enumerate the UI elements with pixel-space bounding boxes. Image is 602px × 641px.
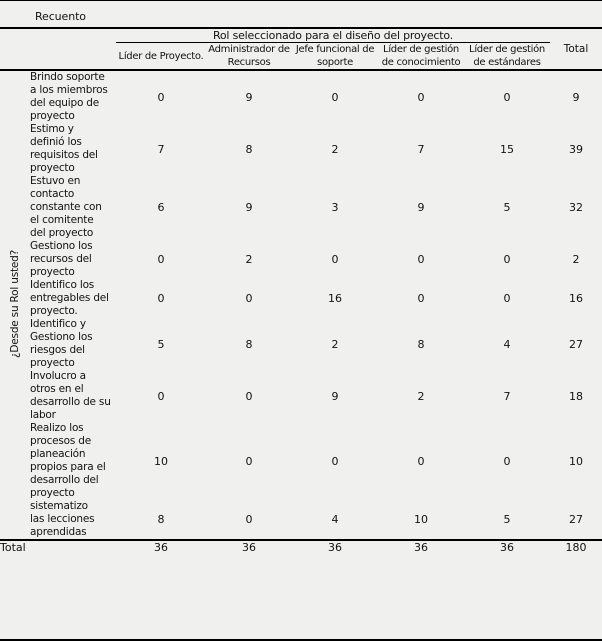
row-total: 27 bbox=[569, 513, 583, 526]
column-header: Administrador de Recursos bbox=[206, 42, 292, 71]
row-label: Estimo y definió los requisitos del proy… bbox=[30, 123, 98, 174]
cell-value: 7 bbox=[417, 142, 425, 156]
cell-value: 4 bbox=[331, 513, 339, 526]
cell-value: 3 bbox=[331, 201, 339, 214]
total-cell-value: 36 bbox=[292, 539, 378, 554]
cell-value: 0 bbox=[245, 513, 253, 526]
column-header: Líder de Proyecto. bbox=[116, 42, 206, 71]
cell-value: 8 bbox=[157, 513, 165, 526]
cell-value: 0 bbox=[245, 454, 253, 468]
total-row-label: Total bbox=[0, 539, 116, 554]
row-group-header: ¿Desde su Rol usted? bbox=[0, 70, 30, 540]
table-row: Realizo los procesos de planeación propi… bbox=[0, 422, 602, 500]
row-total: 10 bbox=[569, 454, 583, 468]
row-label: Realizo los procesos de planeación propi… bbox=[30, 422, 106, 499]
cell-value: 6 bbox=[157, 201, 165, 214]
cell-value: 8 bbox=[245, 337, 253, 351]
cell-value: 0 bbox=[503, 454, 511, 468]
cell-value: 0 bbox=[157, 389, 165, 403]
cell-value: 0 bbox=[503, 253, 511, 266]
cell-value: 10 bbox=[154, 454, 168, 468]
total-column-header: Total bbox=[550, 29, 602, 71]
total-row: Total 36 36 36 36 36 180 bbox=[0, 539, 602, 554]
crosstab-table: Rol seleccionado para el diseño del proy… bbox=[0, 29, 602, 554]
table-row: Gestiono los recursos del proyecto 0 2 0… bbox=[0, 240, 602, 279]
row-label: sistematizo las lecciones aprendidas bbox=[30, 500, 95, 538]
column-header: Líder de gestión de estándares bbox=[464, 42, 550, 71]
header-corner bbox=[0, 29, 116, 43]
column-group-header: Rol seleccionado para el diseño del proy… bbox=[116, 29, 550, 43]
row-label: Brindo soporte a los miembros del equipo… bbox=[30, 71, 108, 122]
cell-value: 0 bbox=[157, 90, 165, 104]
column-header: Líder de gestión de conocimiento bbox=[378, 42, 464, 71]
row-label: Identifico y Gestiono los riesgos del pr… bbox=[30, 318, 93, 369]
cell-value: 9 bbox=[417, 201, 425, 214]
table-row: Involucro a otros en el desarrollo de su… bbox=[0, 370, 602, 422]
row-total: 27 bbox=[569, 337, 583, 351]
cell-value: 5 bbox=[503, 513, 511, 526]
cell-value: 10 bbox=[414, 513, 428, 526]
cell-value: 0 bbox=[417, 90, 425, 104]
total-cell-value: 36 bbox=[378, 539, 464, 554]
row-label: Estuvo en contacto constante con el comi… bbox=[30, 175, 102, 239]
cell-value: 9 bbox=[331, 389, 339, 403]
cell-value: 2 bbox=[331, 337, 339, 351]
table-body: ¿Desde su Rol usted? Brindo soporte a lo… bbox=[0, 70, 602, 540]
table-row: Identifico los entregables del proyecto.… bbox=[0, 279, 602, 318]
cell-value: 9 bbox=[245, 90, 253, 104]
cell-value: 8 bbox=[245, 142, 253, 156]
cell-value: 7 bbox=[157, 142, 165, 156]
cell-value: 0 bbox=[157, 253, 165, 266]
cell-value: 0 bbox=[417, 454, 425, 468]
cell-value: 9 bbox=[245, 201, 253, 214]
cell-value: 0 bbox=[331, 90, 339, 104]
total-cell-value: 36 bbox=[116, 539, 206, 554]
total-cell-value: 36 bbox=[464, 539, 550, 554]
row-label: Involucro a otros en el desarrollo de su… bbox=[30, 370, 111, 421]
table-row: Estuvo en contacto constante con el comi… bbox=[0, 175, 602, 240]
cell-value: 4 bbox=[503, 337, 511, 351]
cell-value: 5 bbox=[157, 337, 165, 351]
cell-value: 8 bbox=[417, 337, 425, 351]
cell-value: 15 bbox=[500, 142, 514, 156]
row-total: 2 bbox=[572, 253, 580, 266]
total-cell-value: 36 bbox=[206, 539, 292, 554]
cell-value: 0 bbox=[245, 292, 253, 305]
table-row: ¿Desde su Rol usted? Brindo soporte a lo… bbox=[0, 70, 602, 357]
cell-value: 16 bbox=[328, 292, 342, 305]
table-row: Estimo y definió los requisitos del proy… bbox=[0, 123, 602, 175]
cell-value: 0 bbox=[331, 454, 339, 468]
cell-value: 0 bbox=[503, 90, 511, 104]
cell-value: 0 bbox=[245, 389, 253, 403]
row-total: 18 bbox=[569, 389, 583, 403]
row-label: Gestiono los recursos del proyecto bbox=[30, 240, 93, 278]
grand-total: 180 bbox=[550, 539, 602, 554]
cell-value: 2 bbox=[417, 389, 425, 403]
row-total: 9 bbox=[572, 90, 580, 104]
table-title: Recuento bbox=[0, 1, 602, 29]
row-total: 16 bbox=[569, 292, 583, 305]
row-label: Identifico los entregables del proyecto. bbox=[30, 279, 109, 317]
table-footer: Total 36 36 36 36 36 180 bbox=[0, 539, 602, 554]
cell-value: 0 bbox=[417, 253, 425, 266]
column-header: Jefe funcional de soporte bbox=[292, 42, 378, 71]
table-row: Identifico y Gestiono los riesgos del pr… bbox=[0, 318, 602, 370]
row-group-header-label: ¿Desde su Rol usted? bbox=[9, 249, 21, 358]
cell-value: 5 bbox=[503, 201, 511, 214]
row-total: 32 bbox=[569, 201, 583, 214]
table-header: Rol seleccionado para el diseño del proy… bbox=[0, 29, 602, 71]
row-total: 39 bbox=[569, 142, 583, 156]
header-corner-2 bbox=[0, 42, 116, 71]
cell-value: 0 bbox=[503, 292, 511, 305]
cell-value: 0 bbox=[331, 253, 339, 266]
cell-value: 2 bbox=[331, 142, 339, 156]
cell-value: 0 bbox=[157, 292, 165, 305]
cell-value: 0 bbox=[417, 292, 425, 305]
cell-value: 2 bbox=[245, 253, 253, 266]
table-row: sistematizo las lecciones aprendidas 8 0… bbox=[0, 500, 602, 540]
cell-value: 7 bbox=[503, 389, 511, 403]
